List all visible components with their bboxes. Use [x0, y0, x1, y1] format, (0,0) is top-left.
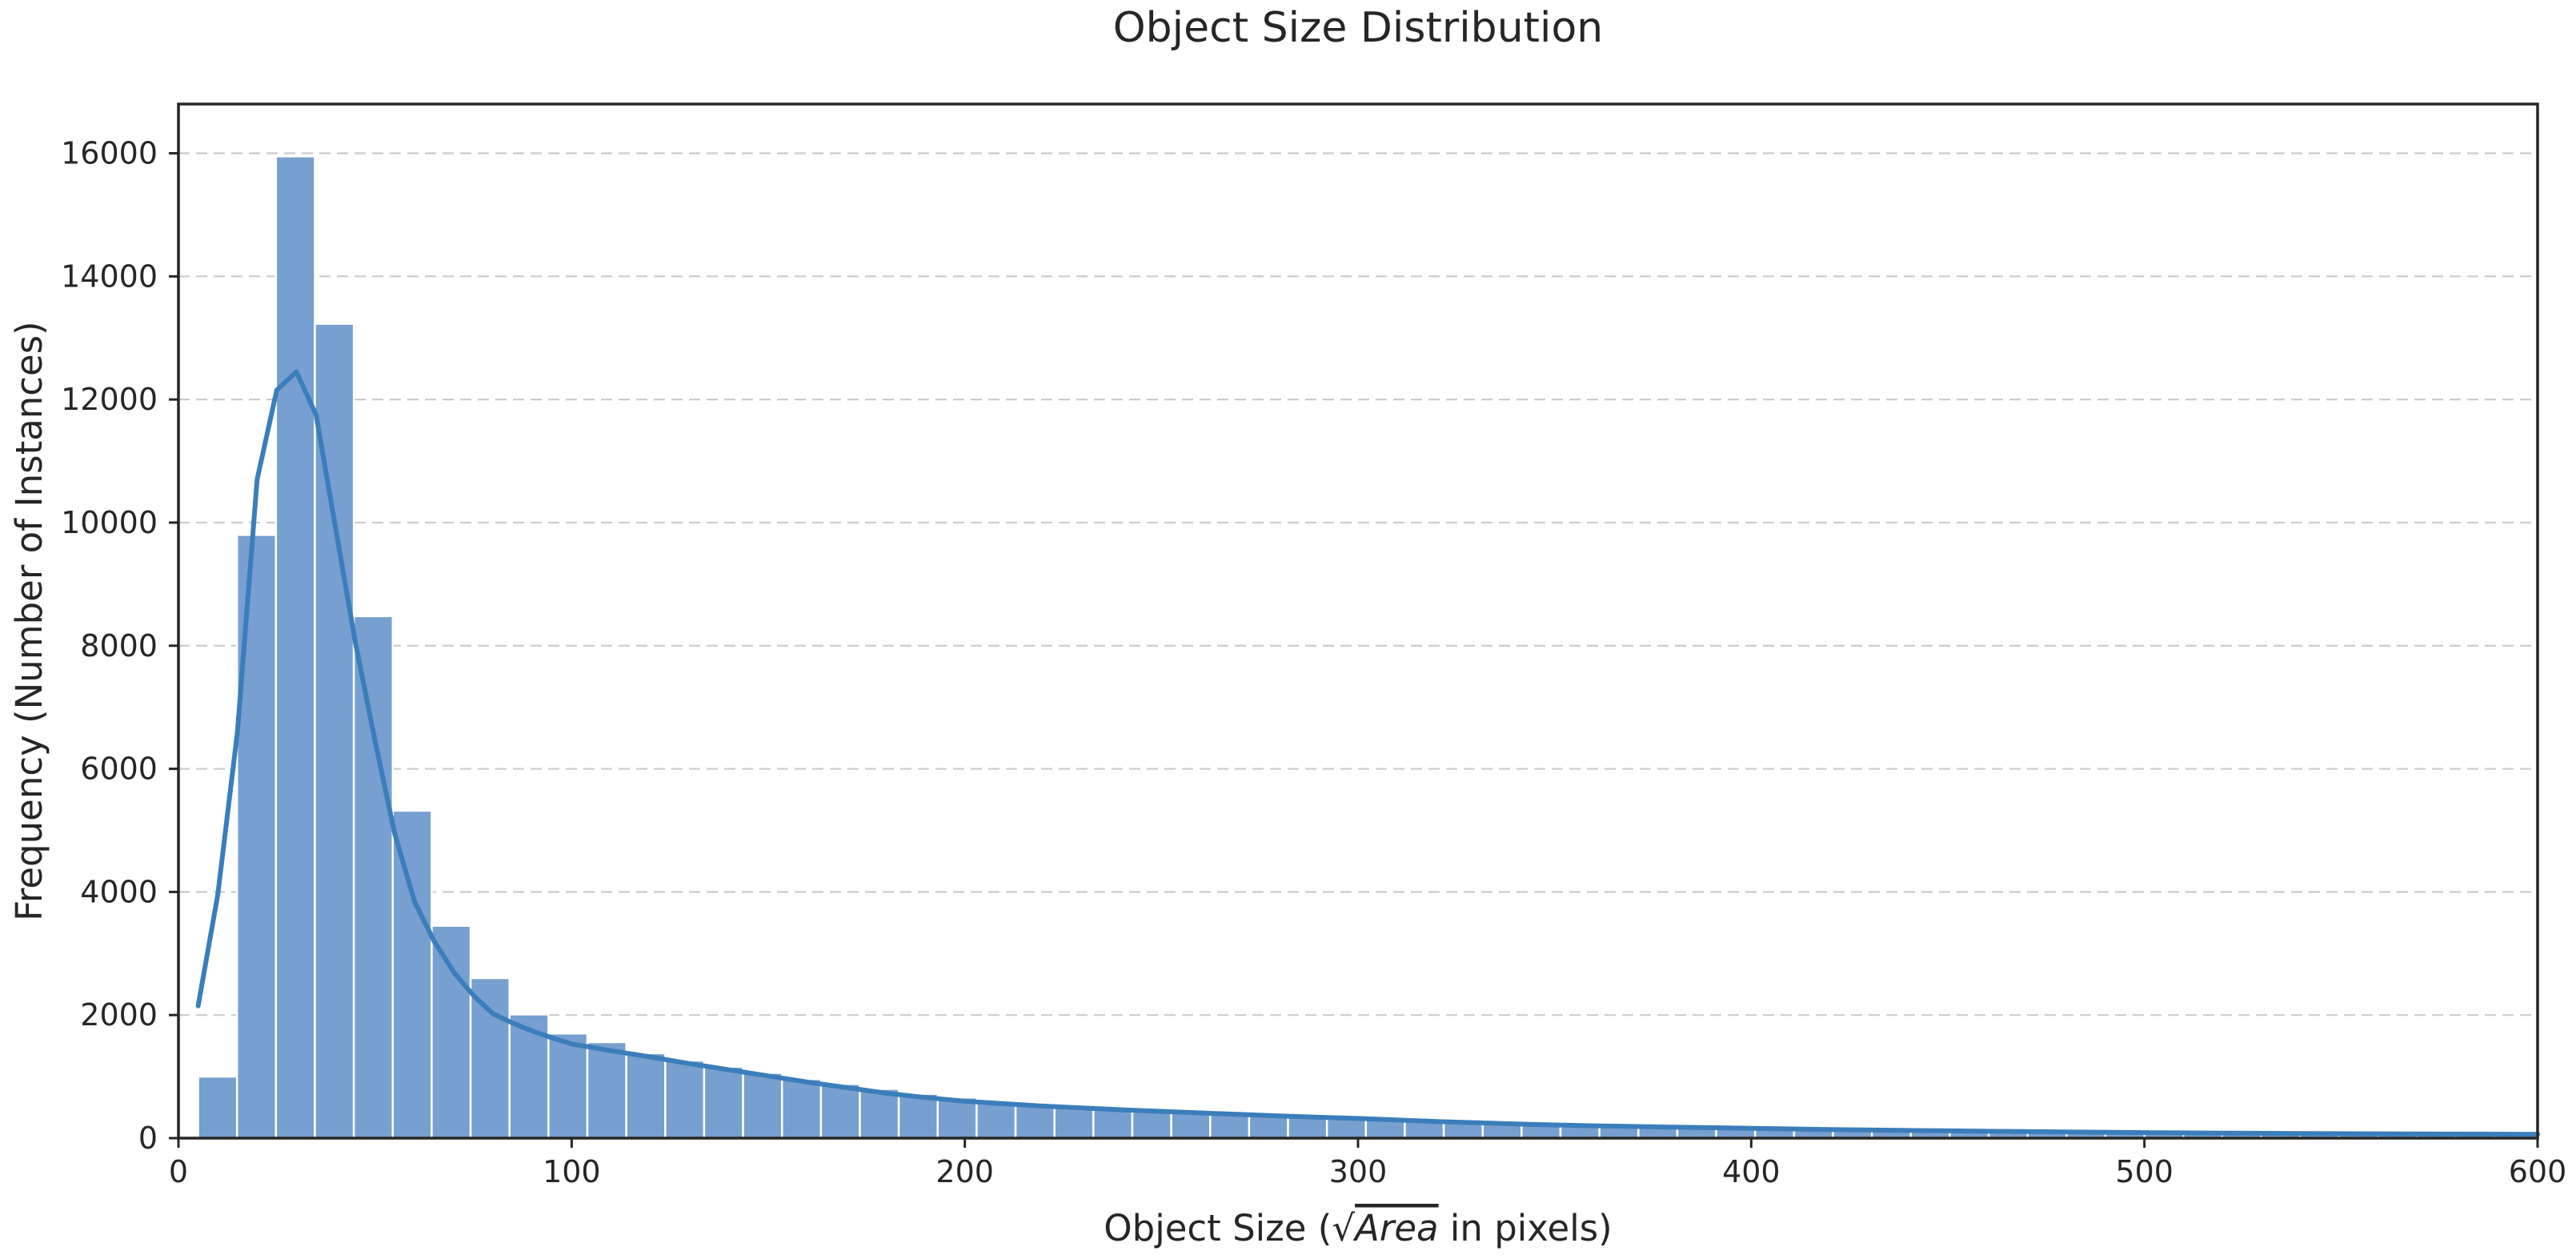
x-axis-label: Object Size (√Area in pixels) [1104, 1207, 1612, 1249]
histogram-bar [235, 534, 278, 1140]
histogram-bar [703, 1065, 744, 1140]
x-tick-label: 500 [2115, 1154, 2173, 1189]
histogram-bar [819, 1083, 861, 1140]
y-axis-label: Frequency (Number of Instances) [8, 321, 50, 921]
y-tick-label: 12000 [61, 382, 158, 417]
y-tick-label: 16000 [61, 136, 158, 171]
histogram-bar [664, 1059, 706, 1140]
histogram-bar [742, 1072, 783, 1140]
histogram-bar [976, 1100, 1017, 1140]
histogram-bar [197, 1075, 238, 1140]
y-tick-label: 6000 [80, 752, 158, 787]
y-tick-label: 4000 [80, 874, 158, 909]
y-axis-ticks: 0 2000 4000 6000 8000 10000 12000 14000 16000 [61, 136, 178, 1156]
histogram-bar [391, 809, 433, 1140]
histogram-bar [274, 155, 316, 1140]
sqrt-symbol: √ [1332, 1207, 1355, 1249]
histogram-bar [1092, 1107, 1134, 1140]
plot-frame [177, 102, 2539, 1140]
chart-title: Object Size Distribution [1113, 4, 1604, 52]
y-tick-label: 8000 [80, 628, 158, 664]
y-tick-label: 10000 [61, 505, 158, 540]
histogram-bar [780, 1077, 823, 1140]
x-tick-label: 400 [1722, 1154, 1781, 1189]
histogram-bars [197, 155, 2535, 1140]
histogram-bar [625, 1052, 667, 1140]
x-axis-ticks: 0 100 200 300 400 500 600 [169, 1138, 2566, 1189]
x-axis-label-prefix: Object Size ( [1104, 1207, 1332, 1249]
histogram-bar [586, 1040, 627, 1140]
x-tick-label: 300 [1329, 1154, 1388, 1189]
y-tick-label: 14000 [61, 259, 158, 294]
kde-curve [195, 369, 2540, 1137]
y-tick-label: 2000 [80, 997, 158, 1032]
x-axis-label-suffix: in pixels) [1439, 1207, 1613, 1249]
histogram-bar [1170, 1110, 1212, 1140]
x-tick-label: 0 [169, 1154, 188, 1189]
histogram-bar [352, 615, 395, 1140]
y-tick-label: 0 [138, 1121, 158, 1156]
histogram-bar [1053, 1105, 1095, 1140]
x-tick-label: 600 [2509, 1154, 2567, 1189]
histogram-bar [469, 976, 511, 1140]
gridlines [178, 152, 2538, 1016]
histogram-bar [1014, 1103, 1056, 1140]
histogram-bar [431, 924, 472, 1140]
x-axis-label-area: Area [1352, 1207, 1439, 1249]
histogram-bar [1131, 1109, 1172, 1140]
x-tick-label: 100 [543, 1154, 601, 1189]
histogram-bar [547, 1032, 589, 1140]
x-tick-label: 200 [935, 1154, 994, 1189]
